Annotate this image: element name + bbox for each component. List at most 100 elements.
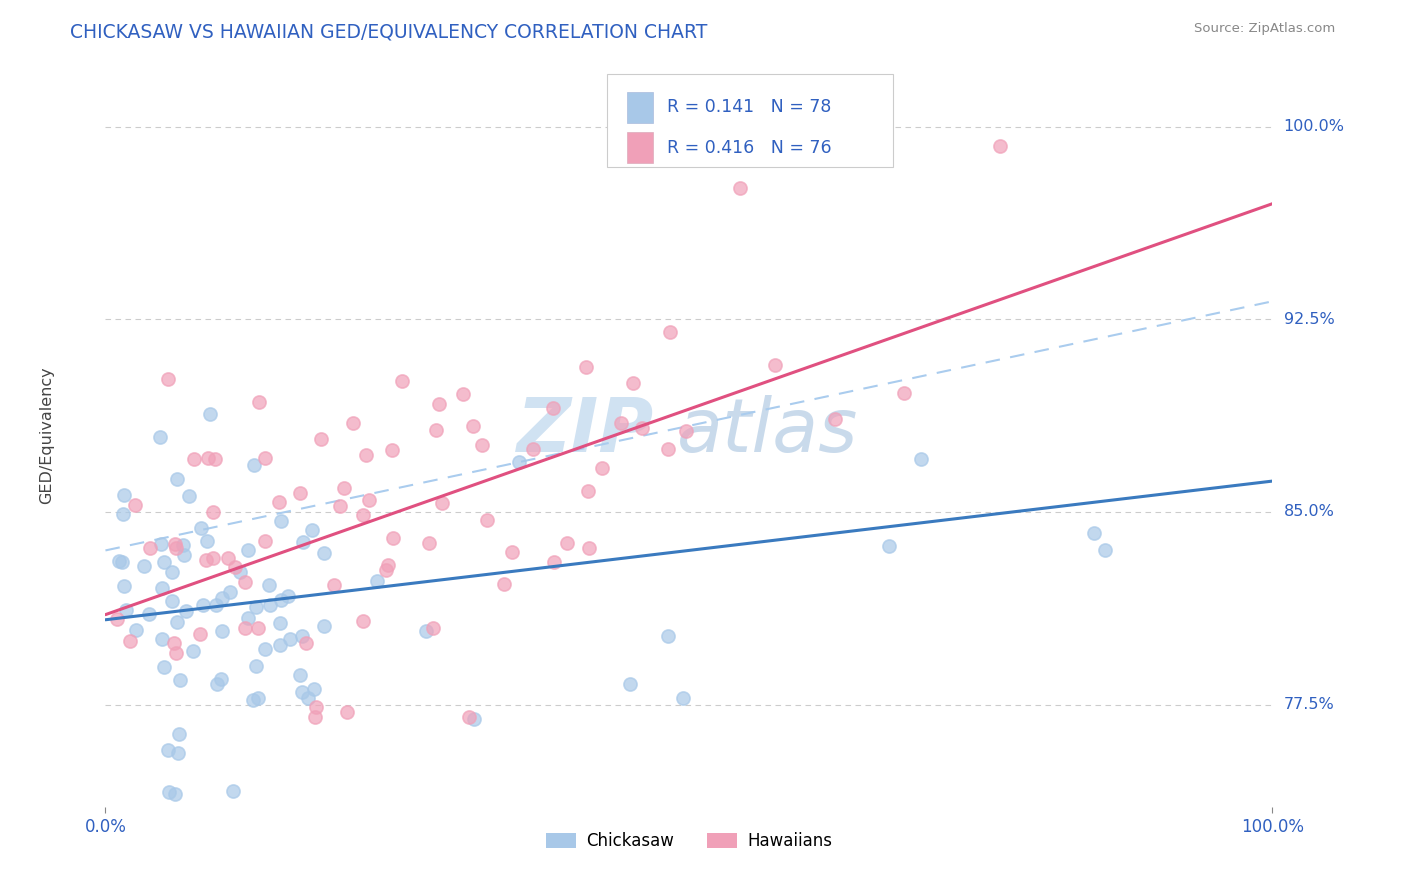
Point	[205, 598, 228, 612]
Point	[160, 594, 183, 608]
Point	[541, 401, 564, 415]
Point	[139, 541, 162, 555]
Point	[247, 691, 270, 706]
Point	[111, 507, 134, 521]
Point	[238, 611, 260, 625]
Point	[112, 578, 135, 592]
Point	[288, 668, 311, 682]
Point	[166, 615, 188, 630]
Point	[631, 421, 654, 435]
Point	[150, 632, 173, 647]
Point	[312, 618, 335, 632]
Point	[295, 636, 318, 650]
Point	[879, 539, 901, 553]
Point	[238, 543, 260, 558]
Point	[728, 181, 751, 195]
Point	[202, 506, 225, 520]
Point	[501, 545, 523, 559]
Point	[222, 784, 245, 798]
Text: ZIP: ZIP	[516, 394, 654, 467]
Point	[204, 452, 226, 467]
Point	[578, 541, 600, 555]
Point	[257, 578, 280, 592]
Point	[824, 412, 846, 426]
Point	[115, 603, 138, 617]
Point	[190, 521, 212, 535]
Point	[309, 432, 332, 446]
Point	[610, 416, 633, 430]
Point	[169, 673, 191, 688]
Point	[672, 691, 695, 706]
Point	[366, 574, 388, 589]
Point	[245, 599, 267, 614]
Point	[132, 559, 155, 574]
Point	[304, 681, 326, 696]
Point	[270, 514, 292, 528]
Point	[150, 537, 173, 551]
Point	[253, 533, 276, 548]
Point	[576, 483, 599, 498]
Text: atlas: atlas	[678, 395, 859, 467]
Point	[304, 710, 326, 724]
Point	[124, 499, 146, 513]
Point	[461, 419, 484, 434]
Point	[277, 589, 299, 603]
Point	[181, 643, 204, 657]
Point	[1083, 526, 1105, 541]
Point	[322, 577, 344, 591]
Point	[138, 607, 160, 621]
Text: Source: ZipAtlas.com: Source: ZipAtlas.com	[1195, 22, 1336, 36]
Point	[375, 563, 398, 577]
Text: 100.0%: 100.0%	[1284, 120, 1344, 134]
Point	[354, 448, 377, 462]
Point	[492, 577, 515, 591]
Point	[259, 598, 281, 612]
Text: 85.0%: 85.0%	[1284, 504, 1334, 519]
Point	[427, 396, 450, 410]
Point	[709, 103, 731, 117]
Point	[165, 788, 187, 802]
Point	[172, 538, 194, 552]
Point	[245, 659, 267, 673]
Point	[422, 621, 444, 635]
Point	[169, 727, 191, 741]
Point	[173, 549, 195, 563]
Point	[253, 450, 276, 465]
Point	[165, 646, 187, 660]
Point	[157, 785, 180, 799]
Point	[163, 636, 186, 650]
Point	[591, 461, 613, 475]
Point	[105, 612, 128, 626]
Point	[152, 660, 174, 674]
Point	[621, 376, 644, 390]
Point	[112, 488, 135, 502]
Point	[157, 372, 180, 386]
Point	[508, 455, 530, 469]
Point	[575, 360, 598, 375]
Point	[107, 553, 129, 567]
Point	[157, 743, 180, 757]
Point	[163, 537, 186, 551]
Point	[463, 712, 485, 726]
Point	[657, 442, 679, 456]
Point	[233, 575, 256, 590]
Text: 92.5%: 92.5%	[1284, 312, 1334, 326]
Point	[209, 672, 232, 686]
Point	[242, 693, 264, 707]
Point	[200, 407, 222, 421]
Point	[381, 531, 404, 545]
Point	[217, 550, 239, 565]
Point	[763, 358, 786, 372]
Point	[224, 560, 246, 574]
Point	[174, 604, 197, 618]
Point	[543, 555, 565, 569]
Point	[165, 541, 187, 555]
Point	[425, 424, 447, 438]
Point	[124, 623, 146, 637]
Point	[270, 592, 292, 607]
Point	[988, 138, 1011, 153]
Text: R = 0.141   N = 78: R = 0.141 N = 78	[666, 98, 831, 116]
Point	[381, 443, 404, 458]
Point	[359, 492, 381, 507]
Point	[292, 534, 315, 549]
